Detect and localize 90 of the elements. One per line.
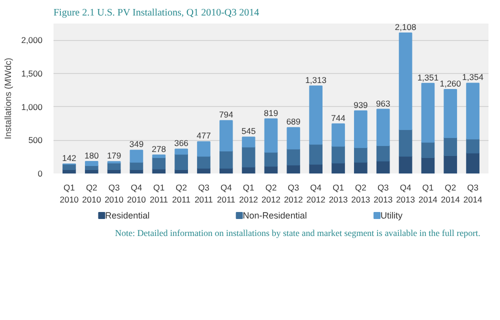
x-tick-label: Q1 2013 — [328, 182, 348, 204]
total-label: 2,108 — [394, 22, 416, 32]
bar — [197, 156, 210, 169]
total-label: 794 — [219, 110, 234, 120]
total-label: 366 — [174, 138, 189, 148]
bar — [152, 157, 166, 170]
bar — [376, 160, 390, 174]
bar — [130, 150, 144, 163]
bar — [309, 164, 323, 174]
x-tick-label: Q1 2014 — [418, 182, 438, 204]
total-label: 939 — [354, 100, 368, 110]
x-tick-label: Q3 2010 — [104, 182, 124, 204]
bar — [62, 164, 76, 170]
x-tick-label: Q4 2013 — [396, 182, 416, 204]
bar — [219, 150, 233, 169]
x-tick-label: Q1 2011 — [150, 182, 168, 204]
x-tick-label: Q1 2010 — [60, 182, 79, 204]
legend-label: Non-Residential — [242, 210, 307, 220]
bar — [466, 152, 480, 174]
bar — [398, 32, 412, 130]
total-label: 1,354 — [462, 72, 484, 82]
x-tick-label: Q3 2013 — [374, 182, 393, 204]
bar — [197, 141, 210, 157]
x-tick-label: Q2 2010 — [82, 182, 102, 204]
bar — [421, 82, 435, 143]
bar — [286, 127, 300, 150]
bar — [466, 138, 480, 154]
x-tick-label: Q2 2013 — [351, 182, 370, 204]
total-label: 1,260 — [440, 78, 462, 88]
bar — [398, 129, 412, 157]
bar — [376, 145, 390, 162]
x-tick-label: Q4 2011 — [217, 182, 236, 204]
bar — [219, 120, 233, 152]
chart-title: Figure 2.1 U.S. PV Installations, Q1 2010-Q3 2014 — [54, 8, 260, 18]
bar — [309, 85, 323, 145]
bar — [264, 118, 278, 153]
x-tick-label: Q3 2011 — [194, 182, 214, 204]
bar — [421, 157, 435, 174]
bar — [354, 162, 368, 174]
y-axis-title: Installations (MWdc) — [3, 58, 14, 140]
x-tick-label: Q4 2010 — [127, 182, 146, 204]
y-tick-label: 0 — [38, 168, 43, 178]
total-label: 349 — [129, 139, 144, 150]
total-label: 744 — [331, 112, 346, 123]
legend-label: Residential — [105, 210, 150, 220]
bar — [84, 161, 98, 166]
total-label: 545 — [241, 126, 256, 136]
x-tick-label: Q2 2012 — [262, 182, 281, 204]
bar — [174, 148, 188, 155]
bar — [332, 162, 345, 174]
x-tick-label: Q2 2014 — [440, 182, 460, 204]
x-tick-label: Q4 2012 — [306, 182, 326, 204]
y-tick-label: 2,000 — [21, 35, 43, 46]
total-label: 1,313 — [305, 74, 327, 85]
bar — [398, 156, 412, 174]
bar — [376, 108, 390, 146]
bar — [444, 89, 458, 138]
bar — [444, 137, 458, 156]
x-tick-label: Q3 2014 — [463, 182, 483, 204]
bar — [421, 142, 435, 158]
y-tick-label: 500 — [28, 135, 43, 146]
bar — [332, 146, 345, 164]
bar — [354, 110, 368, 148]
bar — [242, 146, 256, 168]
total-label: 1,351 — [417, 72, 439, 82]
bar — [264, 152, 278, 167]
total-label: 963 — [376, 98, 390, 108]
bar — [174, 154, 188, 170]
legend-label: Utility — [380, 210, 403, 220]
y-tick-label: 1,000 — [21, 102, 43, 112]
x-tick-label: Q3 2012 — [284, 182, 304, 204]
total-label: 180 — [84, 150, 99, 160]
total-label: 179 — [106, 150, 122, 161]
y-tick-label: 1,500 — [21, 68, 43, 78]
bar — [309, 144, 323, 165]
x-tick-label: Q1 2012 — [239, 182, 258, 204]
bar — [332, 123, 345, 147]
bar — [466, 82, 480, 140]
total-label: 278 — [152, 144, 166, 154]
x-tick-label: Q2 2011 — [172, 182, 191, 204]
bar — [242, 136, 256, 148]
total-label: 477 — [196, 130, 212, 141]
bar — [286, 148, 300, 166]
total-label: 142 — [62, 153, 77, 164]
total-label: 819 — [264, 108, 278, 118]
total-label: 689 — [286, 116, 301, 127]
text: Note: Detailed information on installations by state and market segment is available in the full report. — [115, 228, 480, 239]
bar — [354, 147, 368, 163]
bar — [444, 155, 458, 174]
bar — [152, 154, 166, 158]
